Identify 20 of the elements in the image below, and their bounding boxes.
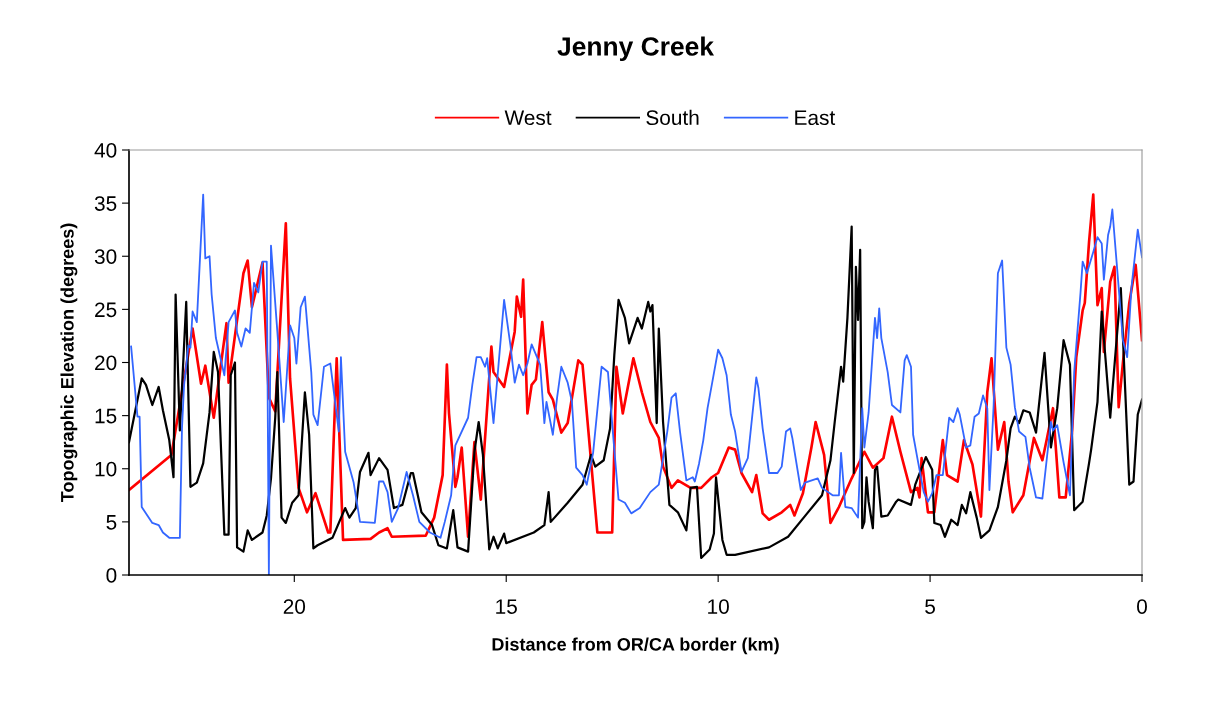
y-tick-label: 5 [106, 515, 117, 530]
x-tick-label: 10 [708, 599, 729, 614]
y-tick-label: 0 [106, 568, 117, 583]
x-tick-label: 20 [283, 599, 306, 614]
y-tick-label: 30 [94, 249, 117, 264]
legend-label: West [504, 110, 552, 126]
y-tick-label: 15 [95, 408, 117, 424]
legend-label: East [795, 110, 836, 126]
chart-title: Jenny Creek [557, 36, 715, 62]
x-tick-label: 15 [496, 599, 517, 614]
legend-label: South [646, 109, 699, 126]
y-tick-label: 35 [94, 196, 117, 211]
y-tick-label: 10 [95, 461, 117, 477]
y-axis-title: Topographic Elevation (degrees) [60, 223, 78, 503]
x-axis-title: Distance from OR/CA border (km) [492, 637, 779, 655]
y-tick-label: 25 [95, 302, 117, 318]
x-tick-label: 0 [1137, 599, 1147, 614]
y-tick-label: 40 [94, 143, 117, 158]
y-tick-label: 20 [95, 355, 117, 371]
x-tick-label: 5 [925, 599, 935, 614]
